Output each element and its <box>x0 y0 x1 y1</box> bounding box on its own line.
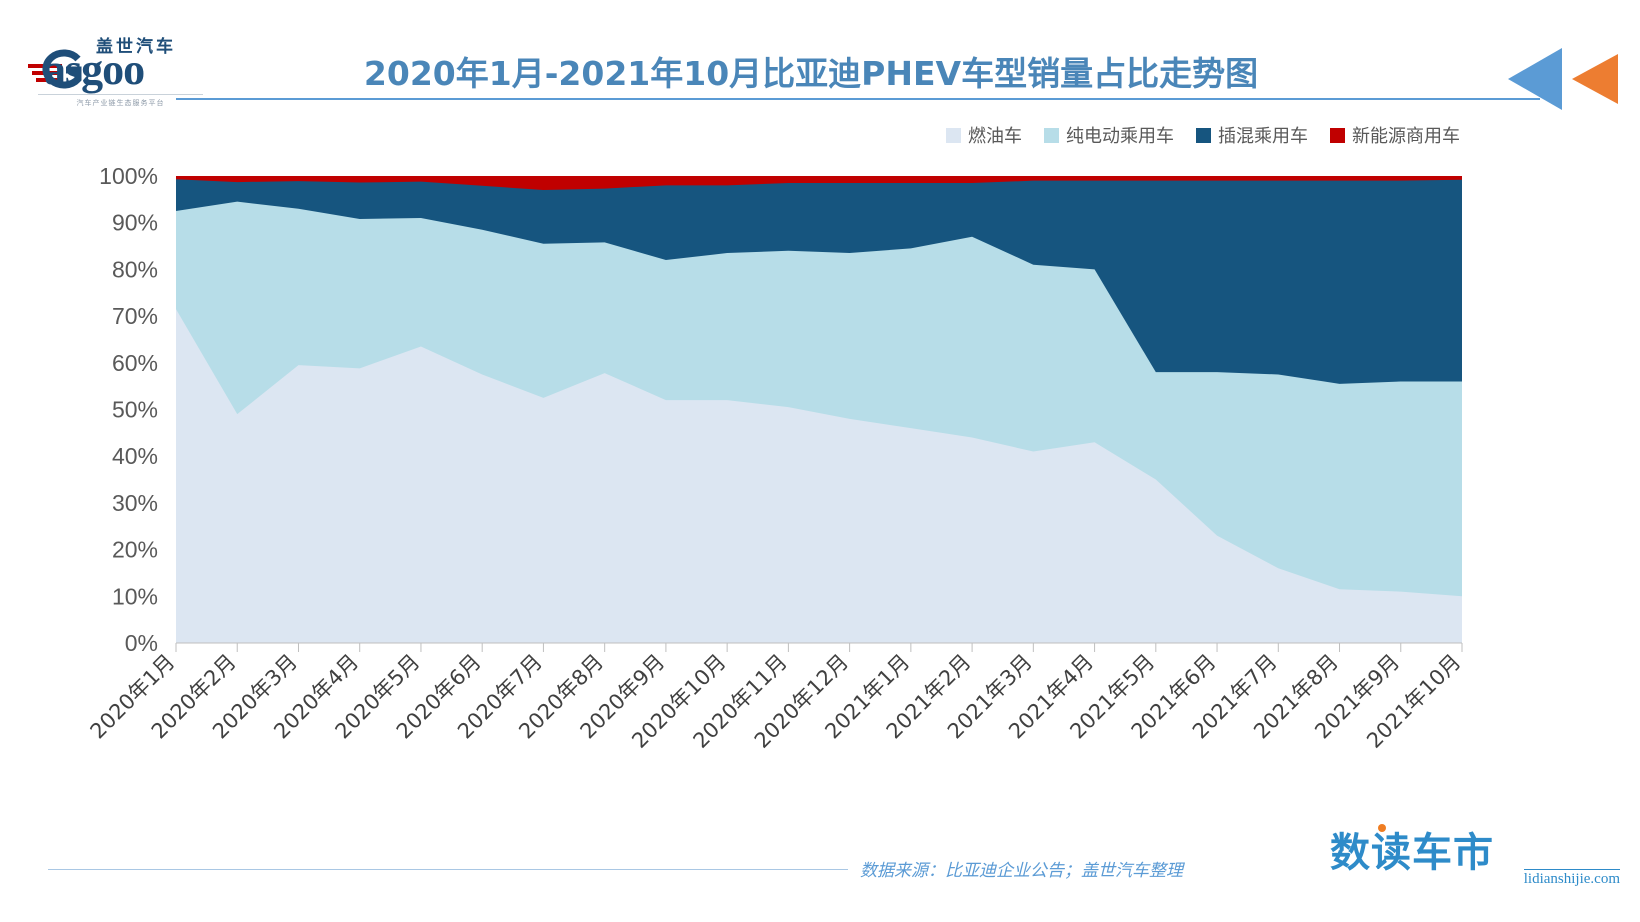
source-note: 数据来源：比亚迪企业公告；盖世汽车整理 <box>860 861 1183 881</box>
title-divider <box>176 98 1540 100</box>
x-tick-label: 2021年6月 <box>1127 650 1221 744</box>
area-series-3 <box>176 176 1462 643</box>
y-tick-label: 40% <box>112 443 158 469</box>
y-tick-label: 0% <box>125 630 158 656</box>
x-tick-label: 2020年11月 <box>689 650 792 753</box>
x-tick-label: 2021年10月 <box>1362 650 1465 753</box>
y-tick-label: 90% <box>112 210 158 236</box>
x-tick-label: 2020年3月 <box>208 650 302 744</box>
x-tick-label: 2020年4月 <box>269 650 363 744</box>
shuduchesi-logo-cn: 数读车市 <box>1330 830 1494 876</box>
chart-legend: 燃油车 纯电动乘用车 插混乘用车 新能源商用车 <box>0 122 1470 148</box>
y-tick-label: 50% <box>112 397 158 423</box>
gasgoo-logo-cn: 盖世汽车 <box>96 37 176 57</box>
axis-group <box>175 642 1463 652</box>
svg-text:盖世汽车: 盖世汽车 <box>670 272 1107 472</box>
footer-divider <box>48 869 848 870</box>
arrow-left-decoration-icon <box>1508 48 1618 110</box>
y-tick-label: 100% <box>99 163 158 189</box>
x-tick-label: 2021年7月 <box>1188 650 1282 744</box>
y-axis-tick-labels: 100% 90% 80% 70% 60% 50% 40% 30% 20% 10% 0% <box>99 163 158 656</box>
x-tick-label: 2020年8月 <box>514 650 608 744</box>
y-tick-label: 10% <box>112 583 158 609</box>
x-tick-label: 2020年2月 <box>147 650 241 744</box>
y-tick-label: 80% <box>112 256 158 282</box>
gasgoo-logo-word: asgoo <box>44 45 145 94</box>
x-tick-label: 2020年9月 <box>576 650 670 744</box>
legend-swatch-fuel-icon <box>946 127 961 143</box>
legend-label-commercial: 新能源商用车 <box>1352 126 1460 147</box>
x-tick-label: 2020年1月 <box>86 650 180 744</box>
legend-swatch-commercial-icon <box>1330 127 1345 143</box>
legend-item-phev[interactable]: 插混乘用车 <box>1196 122 1308 148</box>
y-tick-label: 20% <box>112 537 158 563</box>
x-tick-label: 2021年1月 <box>820 650 914 744</box>
area-series-2 <box>176 179 1462 644</box>
y-tick-label: 30% <box>112 490 158 516</box>
legend-label-bev: 纯电动乘用车 <box>1066 126 1174 147</box>
legend-label-phev: 插混乘用车 <box>1218 126 1308 147</box>
legend-item-bev[interactable]: 纯电动乘用车 <box>1044 122 1174 148</box>
x-tick-label: 2020年12月 <box>750 650 853 753</box>
x-tick-label: 2021年4月 <box>1004 650 1098 744</box>
x-tick-label: 2021年2月 <box>882 650 976 744</box>
x-tick-label: 2020年7月 <box>453 650 547 744</box>
y-tick-label: 70% <box>112 303 158 329</box>
shuduchesi-logo-url: lidianshijie.com <box>1523 869 1620 887</box>
gasgoo-logo: 盖世汽车 asgoo 汽车产业链生态服务平台 <box>28 30 208 108</box>
legend-item-commercial[interactable]: 新能源商用车 <box>1330 122 1460 148</box>
page-title: 2020年1月-2021年10月比亚迪PHEV车型销量占比走势图 <box>363 54 1259 93</box>
x-axis-tick-labels: 2020年1月2020年2月2020年3月2020年4月2020年5月2020年… <box>86 650 1466 753</box>
shuduchesi-logo-dot-icon <box>1378 824 1386 832</box>
x-tick-label: 2021年3月 <box>943 650 1037 744</box>
y-tick-label: 60% <box>112 350 158 376</box>
area-series-0 <box>176 309 1462 643</box>
area-series-group <box>176 176 1462 644</box>
area-series-1 <box>176 201 1462 643</box>
x-tick-label: 2021年8月 <box>1249 650 1343 744</box>
legend-item-fuel[interactable]: 燃油车 <box>946 122 1022 148</box>
x-tick-label: 2020年6月 <box>392 650 486 744</box>
legend-swatch-phev-icon <box>1196 127 1211 143</box>
x-tick-label: 2021年9月 <box>1310 650 1404 744</box>
legend-swatch-bev-icon <box>1044 127 1059 143</box>
legend-label-fuel: 燃油车 <box>968 126 1022 147</box>
gasgoo-logo-tagline: 汽车产业链生态服务平台 <box>38 94 203 108</box>
gasgoo-g-icon <box>42 49 82 89</box>
svg-text:Gasgoo: Gasgoo <box>648 333 1132 598</box>
x-tick-label: 2021年5月 <box>1065 650 1159 744</box>
header: 盖世汽车 asgoo 汽车产业链生态服务平台 2020年1月-2021年10月比… <box>0 0 1640 120</box>
x-tick-label: 2020年10月 <box>627 650 730 753</box>
x-tick-label: 2020年5月 <box>331 650 425 744</box>
shuduchesi-logo: 数读车市 lidianshijie.com <box>1322 818 1622 890</box>
